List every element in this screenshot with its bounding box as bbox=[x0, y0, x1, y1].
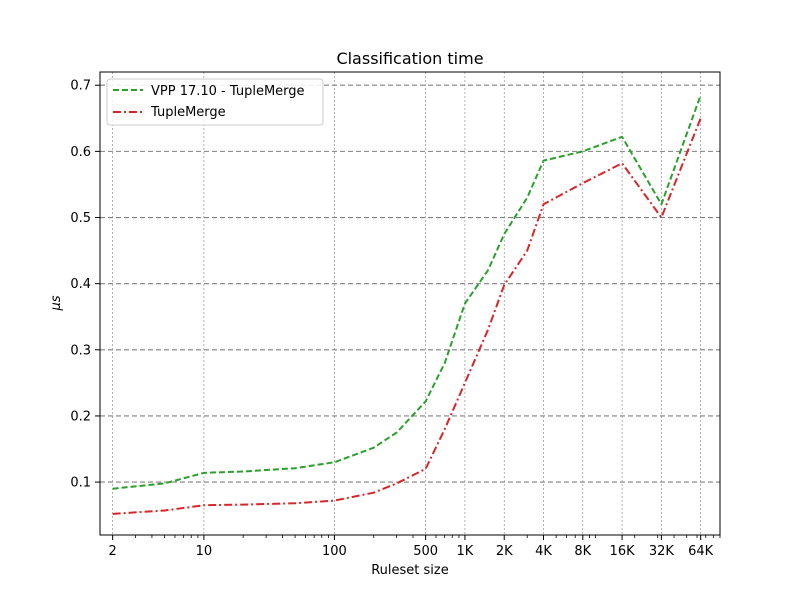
legend-label-vpp: VPP 17.10 - TupleMerge bbox=[151, 84, 305, 99]
x-tick-label: 4K bbox=[535, 544, 552, 559]
x-tick-label: 8K bbox=[574, 544, 591, 559]
legend-label-tuplemerge: TupleMerge bbox=[150, 105, 226, 120]
x-axis-label: Ruleset size bbox=[371, 563, 449, 578]
x-tick-label: 10 bbox=[196, 544, 213, 559]
chart-title: Classification time bbox=[336, 49, 483, 68]
x-tick-label: 2 bbox=[109, 544, 117, 559]
y-tick-label: 0.4 bbox=[70, 277, 91, 292]
x-tick-label: 500 bbox=[413, 544, 438, 559]
x-tick-label: 32K bbox=[649, 544, 675, 559]
series-line-0 bbox=[112, 94, 702, 490]
x-tick-label: 16K bbox=[610, 544, 636, 559]
series-layer bbox=[112, 94, 702, 515]
x-tick-label: 64K bbox=[688, 544, 714, 559]
y-tick-label: 0.2 bbox=[70, 409, 91, 424]
y-axis: 0.1 0.2 0.3 0.4 0.5 0.6 0.7 bbox=[70, 79, 100, 491]
x-tick-label: 100 bbox=[322, 544, 347, 559]
y-tick-label: 0.1 bbox=[70, 476, 91, 491]
y-tick-label: 0.7 bbox=[70, 79, 91, 94]
y-tick-label: 0.5 bbox=[70, 211, 91, 226]
y-tick-label: 0.6 bbox=[70, 145, 91, 160]
x-axis: 2 10 100 500 1K 2K 4K 8K 16K 32K 64K bbox=[109, 535, 721, 559]
y-tick-label: 0.3 bbox=[70, 343, 91, 358]
grid bbox=[100, 72, 720, 535]
y-axis-label: μs bbox=[49, 295, 64, 311]
plot-frame bbox=[99, 71, 721, 536]
x-tick-label: 1K bbox=[457, 544, 474, 559]
legend: VPP 17.10 - TupleMerge TupleMerge bbox=[106, 78, 324, 126]
series-line-1 bbox=[112, 117, 702, 515]
plot-area bbox=[100, 72, 720, 535]
legend-box bbox=[106, 78, 324, 126]
x-tick-label: 2K bbox=[496, 544, 513, 559]
